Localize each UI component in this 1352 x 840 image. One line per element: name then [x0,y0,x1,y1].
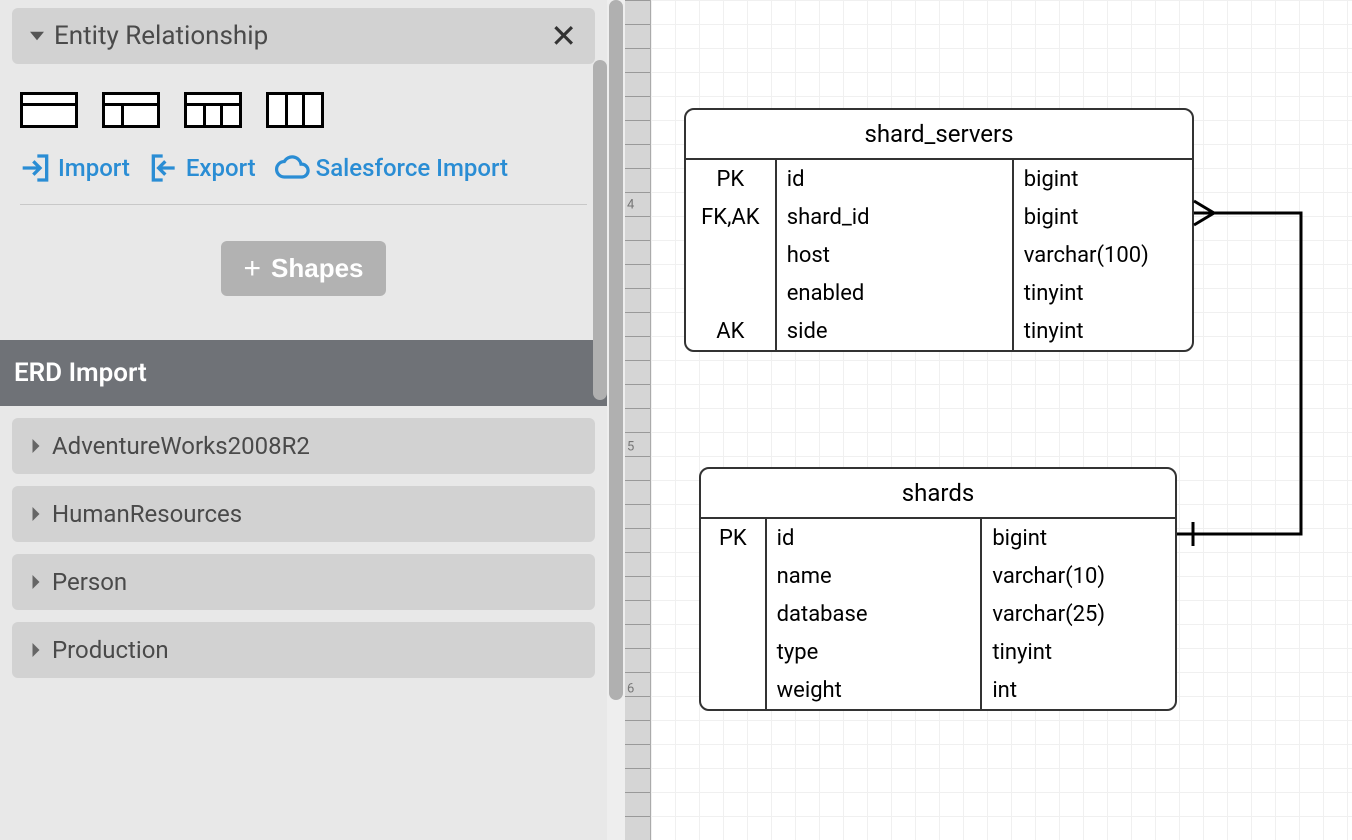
entity-name-cell: host [776,236,1013,274]
scroll-thumb[interactable] [593,60,607,400]
entity-row[interactable]: typetinyint [701,633,1175,671]
shapes-button-row: + Shapes [0,205,607,340]
entity-type-cell: bigint [1013,160,1192,198]
entity-name-cell: database [766,595,982,633]
entity-key-cell [701,557,766,595]
entity-row[interactable]: databasevarchar(25) [701,595,1175,633]
entity-key-cell [701,633,766,671]
export-button[interactable]: Export [148,152,256,184]
erd-import-tree: AdventureWorks2008R2 HumanResources Person… [0,406,607,678]
entity-name-cell: weight [766,671,982,709]
entity-type-cell: tinyint [1013,274,1192,312]
ruler-label: 6 [627,682,634,697]
erd-shape-two-col[interactable] [266,92,324,128]
entity-row[interactable]: namevarchar(10) [701,557,1175,595]
entity-type-cell: varchar(25) [981,595,1175,633]
entity-key-cell [686,236,776,274]
tree-item[interactable]: AdventureWorks2008R2 [12,418,595,474]
salesforce-label: Salesforce Import [316,154,508,182]
chevron-down-icon [30,29,44,43]
canvas[interactable]: shard_serversPKidbigintFK,AKshard_idbigi… [651,0,1352,840]
ruler-label: 4 [627,198,634,213]
entity-name-cell: enabled [776,274,1013,312]
tree-item-label: Production [52,636,169,664]
entity-key-cell: FK,AK [686,198,776,236]
erd-shape-left-col-header[interactable] [102,92,160,128]
entity-key-cell: AK [686,312,776,350]
entity-row[interactable]: PKidbigint [686,160,1192,198]
tree-item[interactable]: Person [12,554,595,610]
entity-row[interactable]: FK,AKshard_idbigint [686,198,1192,236]
entity-title: shards [701,469,1175,519]
chevron-right-icon [30,643,42,657]
panel-title: Entity Relationship [54,21,268,51]
import-label: Import [58,154,130,182]
entity-shard_servers[interactable]: shard_serversPKidbigintFK,AKshard_idbigi… [684,108,1194,352]
panel-header-left: Entity Relationship [30,21,268,51]
plus-icon: + [243,254,261,284]
tree-item[interactable]: Production [12,622,595,678]
canvas-area: 456 shard_serversPKidbigintFK,AKshard_id… [607,0,1352,840]
entity-type-cell: bigint [1013,198,1192,236]
ruler-label: 5 [627,440,634,455]
entity-key-cell: PK [701,519,766,557]
entity-key-cell [686,274,776,312]
erd-shape-plain-header[interactable] [20,92,78,128]
entity-type-cell: tinyint [1013,312,1192,350]
panel-header[interactable]: Entity Relationship ✕ [12,8,595,64]
erd-shape-two-col-header[interactable] [184,92,242,128]
entity-row[interactable]: PKidbigint [701,519,1175,557]
shape-thumbnails [0,72,607,138]
erd-import-section-header: ERD Import [0,340,607,406]
entity-name-cell: id [766,519,982,557]
entity-row[interactable]: enabledtinyint [686,274,1192,312]
entity-name-cell: side [776,312,1013,350]
tree-item-label: Person [52,568,127,596]
close-icon[interactable]: ✕ [550,20,577,52]
entity-row[interactable]: weightint [701,671,1175,709]
sidebar: Entity Relationship ✕ Import [0,0,607,840]
entity-name-cell: shard_id [776,198,1013,236]
entity-name-cell: type [766,633,982,671]
shapes-button[interactable]: + Shapes [221,241,385,296]
entity-row[interactable]: hostvarchar(100) [686,236,1192,274]
entity-title: shard_servers [686,110,1192,160]
export-icon [148,152,180,184]
entity-key-cell [701,671,766,709]
entity-key-cell [701,595,766,633]
entity-name-cell: id [776,160,1013,198]
entity-type-cell: bigint [981,519,1175,557]
entity-type-cell: tinyint [981,633,1175,671]
vertical-ruler: 4 5 6 [625,0,651,840]
export-label: Export [186,154,256,182]
tree-item-label: AdventureWorks2008R2 [52,432,310,460]
entity-row[interactable]: AKsidetinyint [686,312,1192,350]
entity-type-cell: varchar(10) [981,557,1175,595]
shapes-button-label: Shapes [271,253,364,284]
import-button[interactable]: Import [20,152,130,184]
entity-name-cell: name [766,557,982,595]
salesforce-import-button[interactable]: Salesforce Import [274,152,508,184]
entity-shards[interactable]: shardsPKidbigintnamevarchar(10)databasev… [699,467,1177,711]
canvas-vertical-scrollbar[interactable] [607,0,625,840]
chevron-right-icon [30,507,42,521]
entity-type-cell: varchar(100) [1013,236,1192,274]
entity-key-cell: PK [686,160,776,198]
chevron-right-icon [30,439,42,453]
tree-item-label: HumanResources [52,500,242,528]
cloud-icon [274,152,310,184]
entity-type-cell: int [981,671,1175,709]
tree-item[interactable]: HumanResources [12,486,595,542]
chevron-right-icon [30,575,42,589]
scroll-thumb[interactable] [609,0,623,700]
import-icon [20,152,52,184]
action-row: Import Export Salesforce Import [0,138,607,204]
